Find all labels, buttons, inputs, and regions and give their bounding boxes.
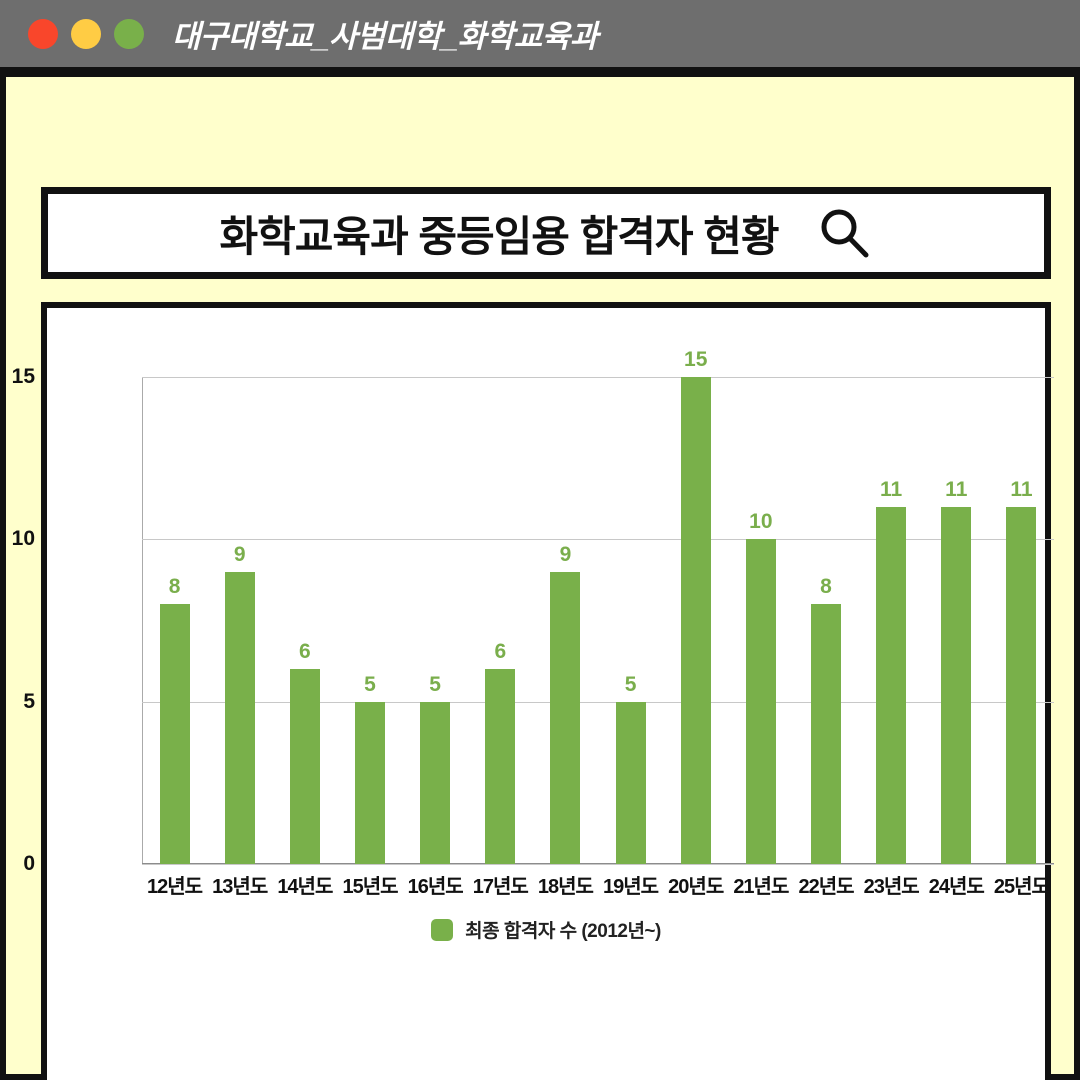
bar-rect [289,669,320,864]
bar-24년도[interactable]: 11 [941,477,972,864]
bar-rect [615,701,646,864]
bar-rect [680,377,711,864]
x-tick-15년도: 15년도 [342,876,398,898]
bar-rect [745,539,776,864]
bar-value-label: 10 [749,510,773,534]
bar-rect [811,604,841,864]
y-tick-15: 15 [11,365,35,388]
bar-23년도[interactable]: 11 [876,477,907,864]
gridline-10 [142,539,1054,541]
bar-rect [355,701,385,864]
bar-rect [420,701,451,864]
bar-value-label: 9 [559,542,572,566]
x-tick-18년도: 18년도 [537,876,594,898]
bar-value-label: 6 [494,640,507,664]
window-title: 대구대학교_사범대학_화학교육과 [172,19,598,54]
page-title-box: 화학교육과 중등임용 합격자 현황 [41,187,1051,279]
close-button[interactable] [28,18,58,49]
bar-rect [941,506,972,864]
y-tick-0: 0 [23,852,35,875]
bar-19년도[interactable]: 5 [615,672,646,864]
bar-16년도[interactable]: 5 [420,672,451,864]
window-controls [28,18,144,49]
page-frame: 화학교육과 중등임용 합격자 현황 0 5 10 15 8 9 6 5 5 6 9 5 15 10 8 11… [0,72,1080,1080]
x-tick-21년도: 21년도 [733,876,789,898]
bar-14년도[interactable]: 6 [289,640,320,864]
bar-value-label: 8 [168,575,181,599]
bar-value-label: 5 [429,672,441,696]
minimize-button[interactable] [71,18,101,49]
y-axis-line [142,377,143,864]
bar-22년도[interactable]: 8 [811,576,841,864]
bar-rect [1006,506,1037,864]
bar-value-label: 8 [820,575,832,599]
bar-value-label: 5 [364,672,376,696]
x-tick-19년도: 19년도 [603,876,659,898]
bar-21년도[interactable]: 10 [745,510,776,864]
bar-rect [159,604,190,864]
bars-layer: 8 9 6 5 5 6 9 5 15 10 8 11 11 11 [47,308,1045,868]
bar-rect [550,571,581,864]
bar-rect [485,669,516,864]
chart-legend: 최종 합격자 수 (2012년~) [47,916,1045,943]
bar-rect [224,571,255,864]
bar-value-label: 11 [880,477,903,501]
page-title: 화학교육과 중등임용 합격자 현황 [219,212,780,260]
legend-swatch [431,918,454,941]
x-tick-20년도: 20년도 [668,876,724,898]
bar-value-label: 11 [1010,477,1033,501]
x-tick-24년도: 24년도 [928,876,985,898]
x-tick-13년도: 13년도 [212,876,268,898]
x-tick-22년도: 22년도 [798,876,854,898]
bar-value-label: 6 [299,640,311,664]
gridline-0 [142,864,1054,865]
gridline-15 [142,377,1054,378]
bar-chart: 0 5 10 15 8 9 6 5 5 6 9 5 15 10 8 11 11 11 12년도 13년도 14년도 1… [12,308,1054,898]
x-axis-labels: 12년도 13년도 14년도 15년도 16년도 17년도 18년도 19년도 20년도 21년도… [47,870,1050,904]
window-titlebar: 대구대학교_사범대학_화학교육과 [0,0,1080,72]
maximize-button[interactable] [114,18,144,49]
bar-value-label: 9 [233,542,246,566]
x-tick-12년도: 12년도 [147,876,203,898]
x-tick-25년도: 25년도 [993,876,1050,898]
gridline-5 [142,701,1054,703]
bar-18년도[interactable]: 9 [550,542,581,864]
x-tick-16년도: 16년도 [407,876,464,898]
legend-label: 최종 합격자 수 (2012년~) [465,921,661,942]
search-icon[interactable] [816,205,872,261]
y-tick-10: 10 [11,527,35,551]
bar-value-label: 5 [624,672,637,696]
bar-13년도[interactable]: 9 [224,542,255,864]
bar-17년도[interactable]: 6 [485,640,516,864]
bar-12년도[interactable]: 8 [159,575,190,864]
y-tick-5: 5 [23,689,35,713]
bar-25년도[interactable]: 11 [1006,477,1037,864]
x-tick-17년도: 17년도 [472,876,529,898]
bar-20년도[interactable]: 15 [680,348,711,864]
bar-value-label: 11 [945,477,968,501]
chart-card: 0 5 10 15 8 9 6 5 5 6 9 5 15 10 8 11 11 11 12년도 13년도 14년도 1… [12,302,1054,1080]
bar-rect [876,506,907,864]
x-tick-14년도: 14년도 [277,876,333,898]
x-tick-23년도: 23년도 [863,876,920,898]
bar-15년도[interactable]: 5 [355,674,385,864]
bar-value-label: 15 [684,348,708,371]
